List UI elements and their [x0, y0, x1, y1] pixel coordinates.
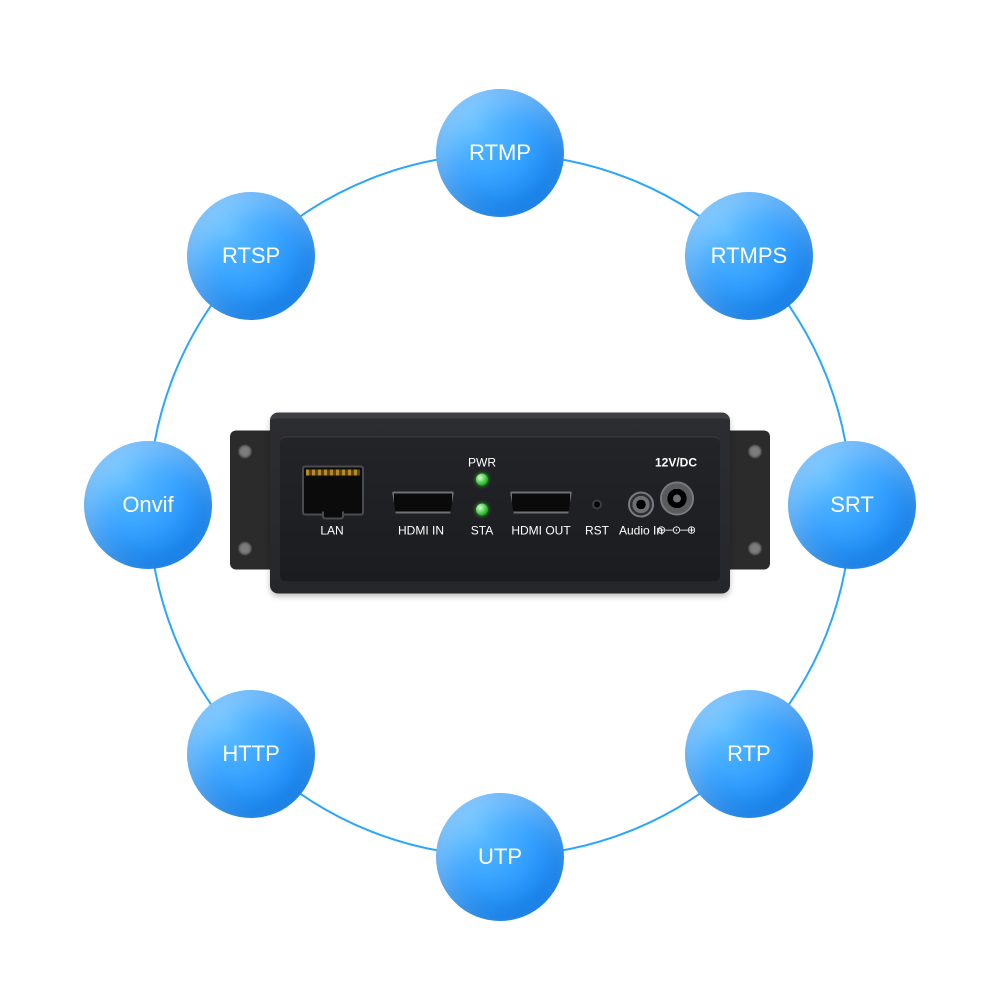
dc-barrel-icon	[660, 482, 694, 516]
device-body: LAN HDMI IN PWR STA HDMI OUT RST Audio I…	[270, 413, 730, 594]
hdmi-in-label: HDMI IN	[392, 524, 450, 538]
protocol-node-onvif: Onvif	[84, 441, 212, 569]
lan-port-icon	[302, 466, 364, 516]
protocol-node-label: RTP	[727, 741, 771, 767]
protocol-node-label: RTSP	[222, 243, 280, 269]
protocol-node-label: Onvif	[122, 492, 173, 518]
pwr-led-icon	[476, 474, 488, 486]
audio-in-jack-icon	[628, 492, 654, 518]
device-front-panel: LAN HDMI IN PWR STA HDMI OUT RST Audio I…	[280, 437, 720, 582]
hdmi-out-port-icon	[510, 492, 572, 514]
protocol-node-rtmp: RTMP	[436, 89, 564, 217]
protocol-node-srt: SRT	[788, 441, 916, 569]
protocol-node-label: UTP	[478, 844, 522, 870]
protocol-node-label: SRT	[830, 492, 874, 518]
sta-led-icon	[476, 504, 488, 516]
protocol-node-utp: UTP	[436, 793, 564, 921]
hdmi-in-port-icon	[392, 492, 454, 514]
protocol-node-http: HTTP	[187, 690, 315, 818]
protocol-node-rtp: RTP	[685, 690, 813, 818]
rst-label: RST	[580, 524, 614, 538]
pwr-label: PWR	[462, 456, 502, 470]
diagram-canvas: RTMP RTMPS SRT RTP UTP HTTP Onvif RTSP LAN HDMI…	[0, 0, 1000, 1000]
hdmi-out-label: HDMI OUT	[504, 524, 578, 538]
sta-label: STA	[462, 524, 502, 538]
dc-label-top: 12V/DC	[646, 456, 706, 470]
dc-label-bottom: ⊖─⊙─⊕	[642, 524, 710, 537]
lan-label: LAN	[310, 524, 354, 538]
rst-pinhole-icon	[592, 500, 602, 510]
protocol-node-label: RTMP	[469, 140, 531, 166]
protocol-node-label: RTMPS	[711, 243, 788, 269]
encoder-device: LAN HDMI IN PWR STA HDMI OUT RST Audio I…	[230, 413, 770, 588]
protocol-node-rtmps: RTMPS	[685, 192, 813, 320]
protocol-node-rtsp: RTSP	[187, 192, 315, 320]
protocol-node-label: HTTP	[222, 741, 279, 767]
